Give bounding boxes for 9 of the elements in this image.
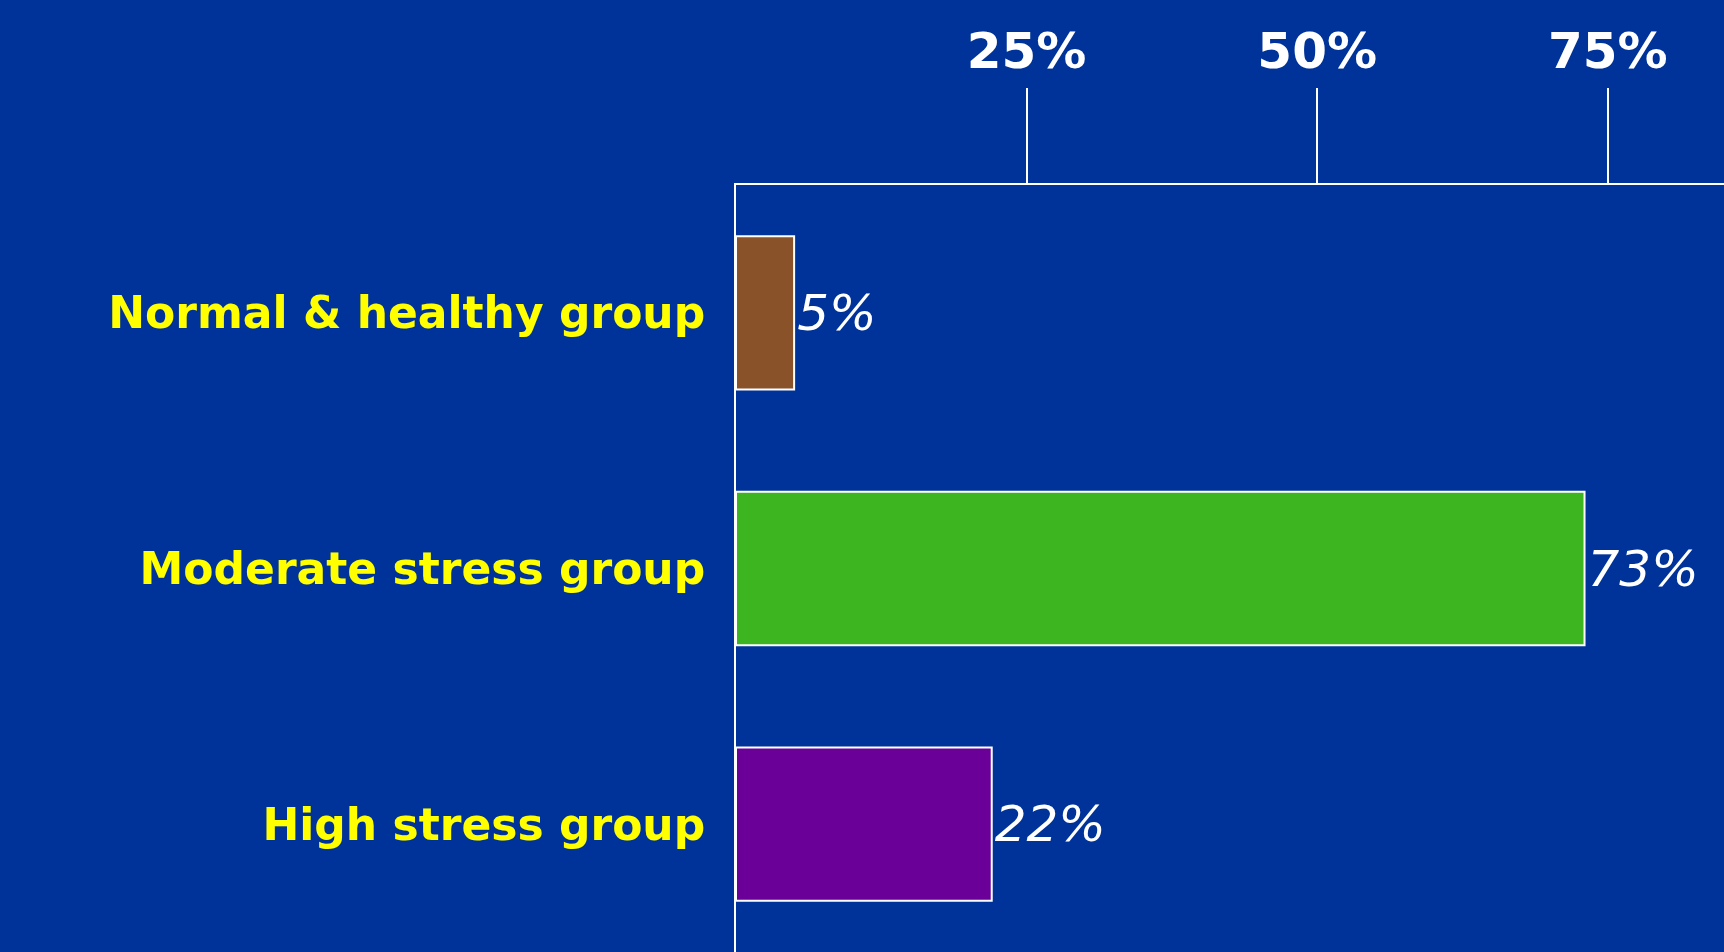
y-tick-label: Moderate stress group xyxy=(139,542,706,594)
data-label: 73% xyxy=(1587,539,1699,598)
x-tick-label: 50% xyxy=(1257,22,1378,80)
x-tick-label: 75% xyxy=(1547,22,1668,80)
y-tick-label: Normal & healthy group xyxy=(108,287,706,339)
data-label: 22% xyxy=(994,795,1106,854)
data-label: 5% xyxy=(797,283,877,342)
x-tick-label: 25% xyxy=(966,22,1087,80)
y-tick-label: High stress group xyxy=(262,798,706,850)
